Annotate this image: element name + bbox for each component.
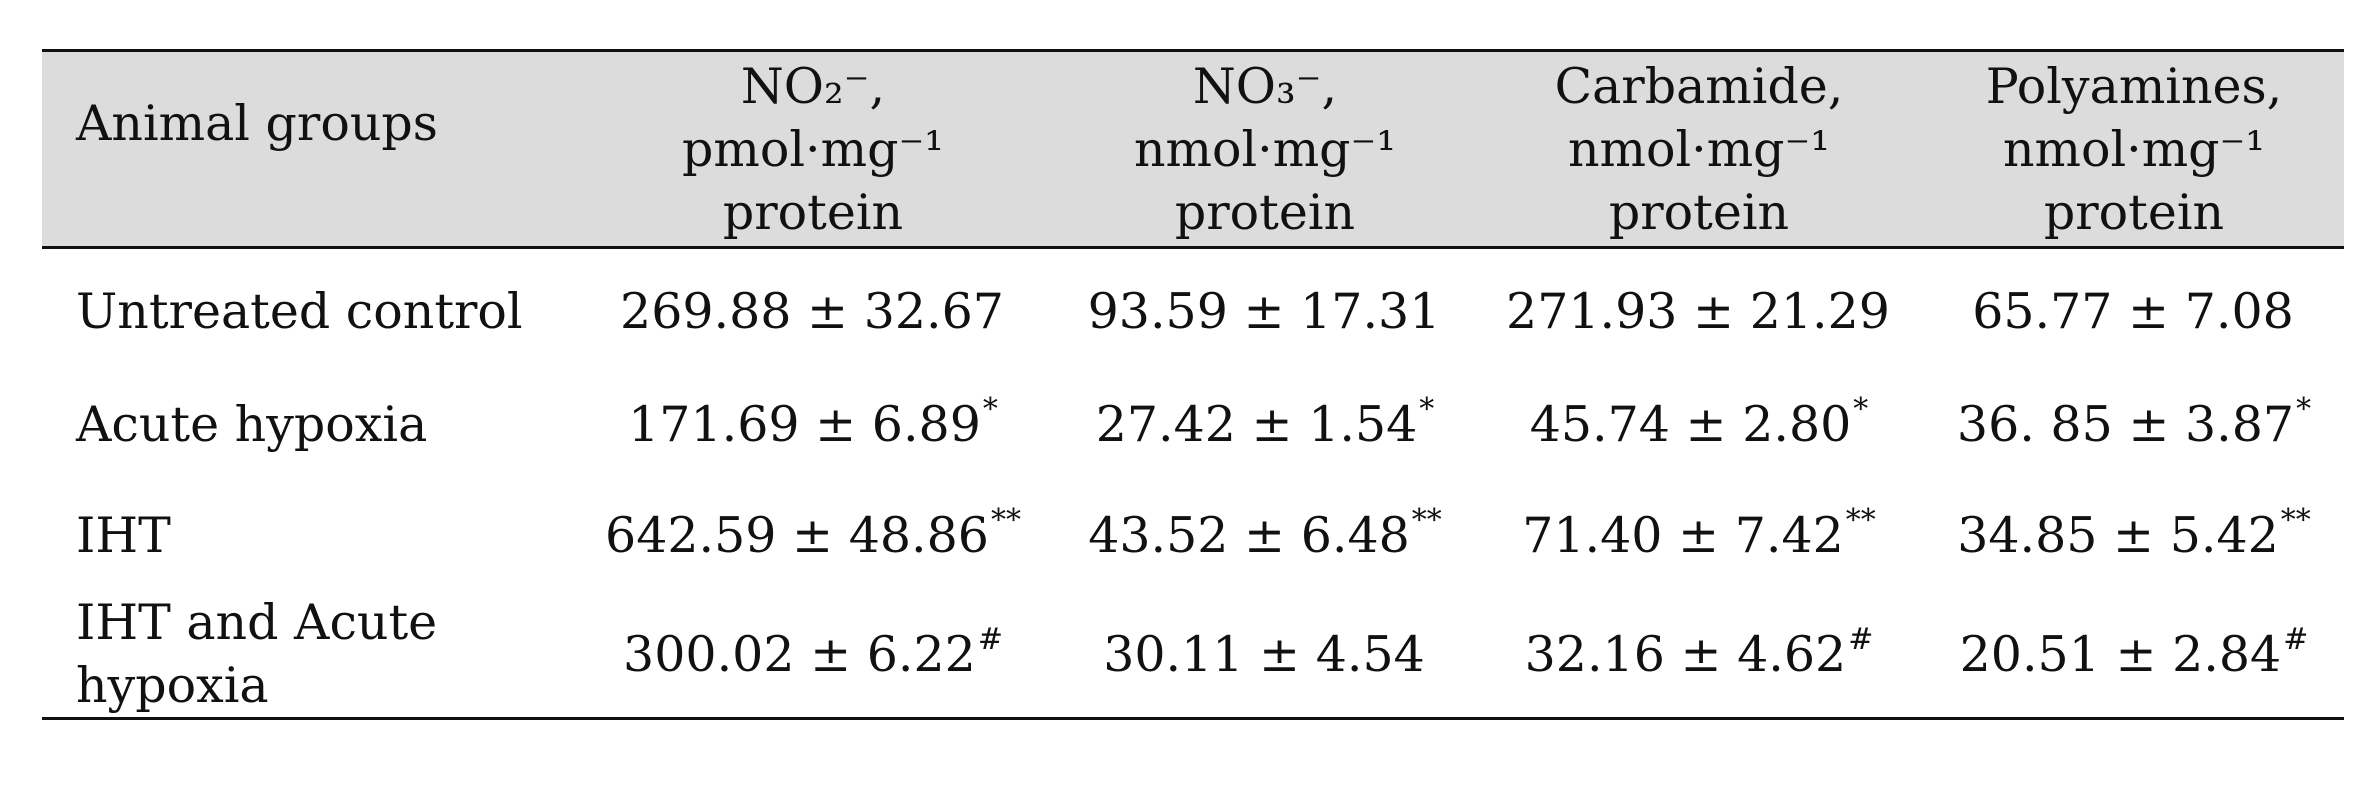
- table-cell: 642.59 ± 48.86**: [570, 479, 1056, 591]
- header-line: Animal groups: [76, 95, 438, 152]
- table-cell: 43.52 ± 6.48**: [1056, 479, 1474, 591]
- cell-value: 32.16 ± 4.62: [1524, 625, 1847, 683]
- table-cell: 30.11 ± 4.54: [1056, 591, 1474, 720]
- header-line: pmol·mg⁻¹: [682, 120, 944, 178]
- row-label: Acute hypoxia: [76, 395, 428, 453]
- header-no2: NO₂⁻, pmol·mg⁻¹ protein: [570, 49, 1056, 249]
- cell-value: 171.69 ± 6.89: [628, 395, 981, 453]
- table-cell: 269.88 ± 32.67: [570, 248, 1056, 370]
- header-line: NO₃⁻,: [1192, 57, 1338, 115]
- header-line: protein: [1174, 183, 1356, 241]
- table-cell: 27.42 ± 1.54*: [1056, 369, 1474, 479]
- row-label: IHT: [76, 506, 171, 564]
- cell-value: 45.74 ± 2.80: [1529, 395, 1852, 453]
- significance-mark: #: [2283, 621, 2309, 657]
- table-cell: 45.74 ± 2.80*: [1474, 369, 1924, 479]
- significance-mark: **: [990, 502, 1021, 538]
- significance-mark: #: [1848, 621, 1874, 657]
- row-label: IHT and Acute hypoxia: [42, 591, 570, 720]
- table-cell: 32.16 ± 4.62#: [1474, 591, 1924, 720]
- cell-value: 271.93 ± 21.29: [1506, 282, 1890, 340]
- header-animal-groups: Animal groups: [42, 49, 570, 249]
- table-cell: 34.85 ± 5.42**: [1924, 479, 2344, 591]
- cell-value: 93.59 ± 17.31: [1087, 282, 1441, 340]
- header-line: nmol·mg⁻¹: [1567, 120, 1831, 178]
- significance-mark: **: [1845, 502, 1876, 538]
- row-label: Untreated control: [76, 282, 523, 340]
- significance-mark: *: [2296, 391, 2312, 427]
- table-cell: 71.40 ± 7.42**: [1474, 479, 1924, 591]
- cell-value: 30.11 ± 4.54: [1103, 625, 1425, 683]
- cell-value: 65.77 ± 7.08: [1972, 282, 2294, 340]
- header-line: nmol·mg⁻¹: [2002, 120, 2266, 178]
- header-carbamide: Carbamide, nmol·mg⁻¹ protein: [1474, 49, 1924, 249]
- header-row: Animal groups NO₂⁻, pmol·mg⁻¹ protein NO…: [42, 49, 2344, 249]
- header-line: protein: [2043, 183, 2225, 241]
- cell-value: 36. 85 ± 3.87: [1956, 395, 2295, 453]
- cell-value: 27.42 ± 1.54: [1095, 395, 1418, 453]
- header-no3: NO₃⁻, nmol·mg⁻¹ protein: [1056, 49, 1474, 249]
- header-line: Polyamines,: [1985, 57, 2283, 115]
- significance-mark: **: [2280, 502, 2311, 538]
- cell-value: 34.85 ± 5.42: [1957, 506, 2279, 564]
- cell-value: 269.88 ± 32.67: [620, 282, 1004, 340]
- table-row: Acute hypoxia 171.69 ± 6.89* 27.42 ± 1.5…: [42, 369, 2344, 479]
- cell-value: 642.59 ± 48.86: [605, 506, 989, 564]
- table-row: IHT 642.59 ± 48.86** 43.52 ± 6.48** 71.4…: [42, 479, 2344, 591]
- header-line: NO₂⁻,: [740, 57, 886, 115]
- significance-mark: #: [977, 621, 1003, 657]
- table-cell: 300.02 ± 6.22#: [570, 591, 1056, 720]
- table-cell: 93.59 ± 17.31: [1056, 248, 1474, 370]
- significance-mark: *: [1419, 391, 1435, 427]
- cell-value: 43.52 ± 6.48: [1088, 506, 1410, 564]
- significance-mark: *: [1853, 391, 1869, 427]
- header-line: protein: [722, 183, 904, 241]
- table-cell: 36. 85 ± 3.87*: [1924, 369, 2344, 479]
- header-line: Carbamide,: [1554, 57, 1844, 115]
- table-row: IHT and Acute hypoxia 300.02 ± 6.22# 30.…: [42, 591, 2344, 720]
- header-line: protein: [1608, 183, 1790, 241]
- significance-mark: **: [1411, 502, 1442, 538]
- table-cell: 65.77 ± 7.08: [1924, 248, 2344, 370]
- header-line: nmol·mg⁻¹: [1133, 120, 1397, 178]
- cell-value: 71.40 ± 7.42: [1522, 506, 1844, 564]
- table-cell: 20.51 ± 2.84#: [1924, 591, 2344, 720]
- cell-value: 20.51 ± 2.84: [1959, 625, 2282, 683]
- header-polyamines: Polyamines, nmol·mg⁻¹ protein: [1924, 49, 2344, 249]
- results-table: Animal groups NO₂⁻, pmol·mg⁻¹ protein NO…: [42, 49, 2344, 720]
- table-cell: 171.69 ± 6.89*: [570, 369, 1056, 479]
- table-row: Untreated control 269.88 ± 32.67 93.59 ±…: [42, 248, 2344, 370]
- table-cell: 271.93 ± 21.29: [1474, 248, 1924, 370]
- cell-value: 300.02 ± 6.22: [623, 625, 976, 683]
- significance-mark: *: [982, 391, 998, 427]
